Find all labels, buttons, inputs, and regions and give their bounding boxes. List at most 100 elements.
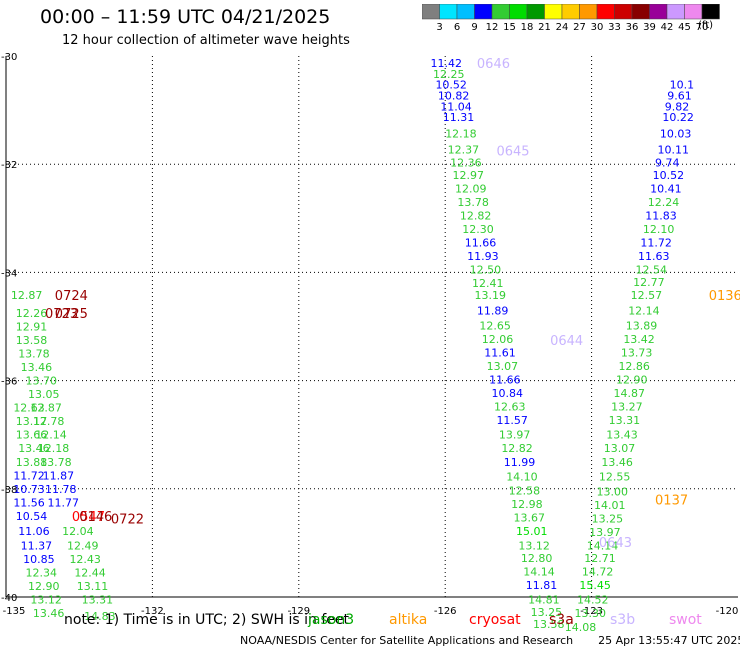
wave-height-value: 12.90 — [616, 374, 648, 387]
wave-height-value: 15.45 — [579, 579, 611, 592]
wave-height-value: 13.05 — [28, 388, 60, 401]
footer-credit: NOAA/NESDIS Center for Satellite Applica… — [240, 634, 740, 647]
wave-height-value: 12.43 — [69, 553, 101, 566]
wave-height-value: 12.97 — [453, 169, 485, 182]
wave-height-value: 12.63 — [494, 401, 526, 414]
wave-height-value: 11.72 — [640, 237, 672, 250]
wave-height-value: 12.91 — [16, 321, 48, 334]
wave-height-value: 13.78 — [457, 196, 489, 209]
wave-height-value: 11.66 — [489, 374, 521, 387]
wave-height-value: 14.14 — [523, 566, 555, 579]
wave-height-value: 13.46 — [18, 442, 50, 455]
wave-height-value: 12.24 — [648, 196, 680, 209]
wave-height-points: 11.4212.2510.5210.8211.0411.3112.1812.37… — [11, 57, 694, 634]
pass-time-label: 0646 — [477, 57, 510, 72]
pass-time-label: 0146 — [79, 510, 112, 525]
wave-height-value: 11.57 — [496, 414, 528, 427]
wave-height-value: 13.97 — [499, 429, 531, 442]
wave-height-value: 12.57 — [631, 289, 663, 302]
wave-height-value: 13.78 — [18, 348, 50, 361]
wave-height-value: 11.93 — [467, 250, 499, 263]
wave-height-value: 10.1 — [670, 79, 695, 92]
wave-height-value: 10.73 — [13, 483, 45, 496]
wave-height-value: 12.04 — [62, 525, 93, 538]
pass-time-label: 0136 — [709, 289, 740, 304]
x-tick-label: -126 — [434, 606, 457, 617]
x-tick-label: -120 — [716, 606, 739, 617]
wave-height-value: 11.99 — [504, 456, 536, 469]
generated-timestamp: 25 Apr 13:55:47 UTC 2025 — [598, 634, 740, 647]
wave-height-value: 10.54 — [16, 510, 48, 523]
wave-height-value: 14.87 — [614, 387, 646, 400]
wave-height-value: 11.37 — [21, 540, 53, 553]
wave-height-value: 11.56 — [13, 496, 45, 509]
y-tick-label: -36 — [1, 377, 17, 388]
wave-height-value: 15.01 — [516, 525, 548, 538]
wave-height-value: 12.50 — [470, 264, 502, 277]
wave-height-value: 13.66 — [16, 429, 48, 442]
wave-height-value: 13.12 — [518, 540, 550, 553]
wave-height-value: 12.10 — [643, 223, 675, 236]
wave-height-value: 10.03 — [660, 127, 692, 140]
y-tick-label: -30 — [1, 52, 17, 63]
wave-height-value: 13.07 — [487, 360, 519, 373]
wave-height-value: 13.17 — [16, 415, 48, 428]
wave-height-value: 14.08 — [565, 621, 597, 634]
wave-height-value: 13.07 — [604, 442, 636, 455]
wave-height-value: 12.87 — [11, 289, 43, 302]
wave-height-value: 11.77 — [47, 496, 78, 509]
wave-height-value: 13.30 — [575, 607, 607, 620]
pass-time-label: 0644 — [550, 334, 583, 349]
pass-time-label: 0137 — [655, 494, 688, 509]
wave-height-value: 12.86 — [618, 360, 650, 373]
wave-height-value: 11.66 — [465, 237, 497, 250]
wave-height-value: 12.18 — [445, 127, 477, 140]
wave-height-value: 12.36 — [450, 157, 482, 170]
wave-height-value: 13.67 — [514, 511, 546, 524]
wave-height-value: 11.78 — [45, 483, 77, 496]
wave-height-value: 13.88 — [16, 456, 48, 469]
wave-height-value: 10.52 — [653, 169, 685, 182]
y-tick-label: -32 — [1, 160, 17, 171]
wave-height-value: 14.72 — [582, 566, 614, 579]
y-tick-label: -40 — [1, 593, 17, 604]
wave-height-value: 11.87 — [43, 469, 75, 482]
wave-height-value: 10.41 — [650, 183, 682, 196]
wave-height-value: 12.82 — [460, 210, 492, 223]
wave-height-value: 13.31 — [609, 414, 641, 427]
wave-height-value: 13.31 — [82, 594, 114, 607]
pass-time-label: 0645 — [496, 145, 529, 160]
wave-height-value: 12.30 — [462, 223, 494, 236]
wave-height-value: 13.42 — [623, 333, 655, 346]
wave-height-value: 12.90 — [28, 580, 60, 593]
wave-height-value: 13.46 — [21, 361, 53, 374]
wave-height-value: 9.74 — [655, 157, 680, 170]
wave-height-value: 12.06 — [482, 333, 514, 346]
wave-height-value: 13.19 — [474, 289, 506, 302]
wave-height-value: 12.58 — [509, 484, 541, 497]
wave-height-value: 13.58 — [533, 618, 565, 631]
wave-height-value: 11.31 — [443, 111, 475, 124]
wave-height-value: 12.55 — [599, 470, 631, 483]
wave-height-value: 11.83 — [645, 210, 677, 223]
wave-height-value: 12.82 — [501, 442, 533, 455]
wave-height-value: 12.65 — [479, 319, 511, 332]
wave-height-value: 14.81 — [528, 594, 560, 607]
wave-height-value: 13.58 — [16, 334, 48, 347]
wave-height-value: 12.49 — [67, 540, 99, 553]
wave-height-value: 13.89 — [626, 319, 658, 332]
footer-note: note: 1) Time is in UTC; 2) SWH is in fe… — [64, 612, 349, 628]
wave-height-value: 13.27 — [611, 401, 643, 414]
wave-height-value: 13.43 — [606, 429, 638, 442]
wave-height-value: 12.09 — [455, 183, 487, 196]
wave-height-value: 14.01 — [594, 499, 626, 512]
wave-height-value: 14.10 — [506, 470, 538, 483]
wave-height-value: 12.26 — [16, 307, 48, 320]
wave-height-value: 11.81 — [526, 579, 558, 592]
wave-height-value: 11.61 — [484, 346, 516, 359]
wave-height-value: 11.72 — [13, 469, 45, 482]
wave-height-value: 13.12 — [30, 594, 62, 607]
pass-time-label: 0725 — [55, 307, 88, 322]
wave-height-value: 13.73 — [621, 346, 653, 359]
